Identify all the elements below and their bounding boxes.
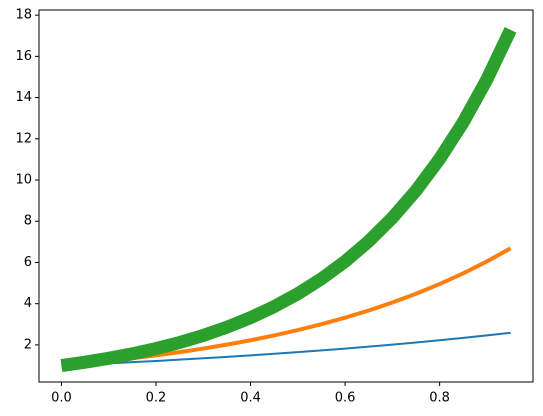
y-tick-label: 14 [15, 90, 32, 105]
y-tick-label: 4 [24, 296, 32, 311]
x-tick-label: 0.4 [240, 391, 261, 406]
x-tick-label: 0.0 [51, 391, 72, 406]
y-tick-label: 2 [24, 337, 32, 352]
line-series [60, 27, 517, 372]
y-tick-label: 16 [15, 49, 32, 64]
y-tick-label: 10 [15, 173, 32, 188]
x-tick-label: 0.2 [146, 391, 167, 406]
y-tick-label: 12 [15, 131, 32, 146]
x-tick-label: 0.6 [335, 391, 356, 406]
y-tick-label: 6 [24, 255, 32, 270]
y-tick-label: 8 [24, 214, 32, 229]
x-tick-label: 0.8 [429, 391, 450, 406]
plot-frame [38, 9, 534, 383]
y-tick-label: 18 [15, 8, 32, 23]
line-series [61, 331, 511, 367]
